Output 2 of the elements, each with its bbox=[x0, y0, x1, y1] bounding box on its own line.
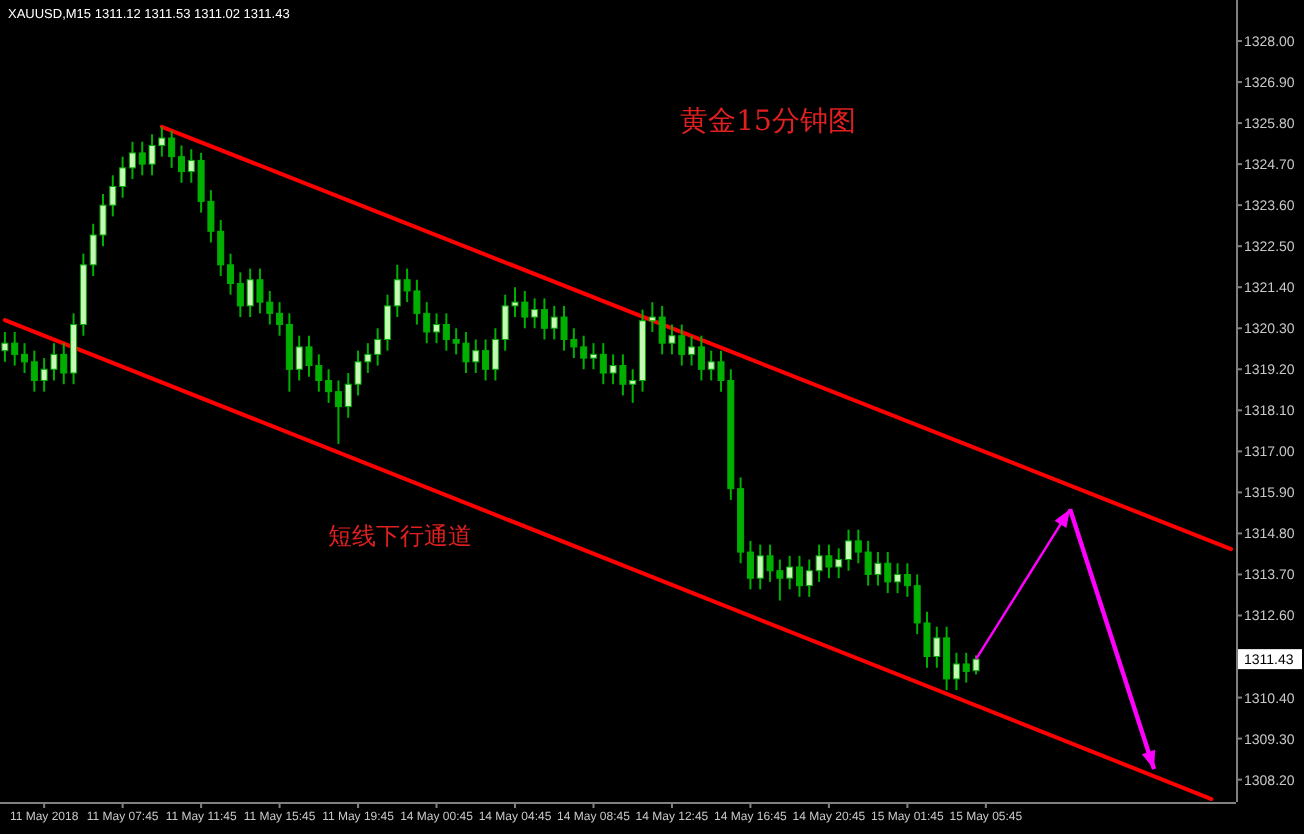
text: 黄金15分钟图 bbox=[680, 106, 856, 138]
annotation: 短线下行通道 bbox=[328, 522, 472, 550]
